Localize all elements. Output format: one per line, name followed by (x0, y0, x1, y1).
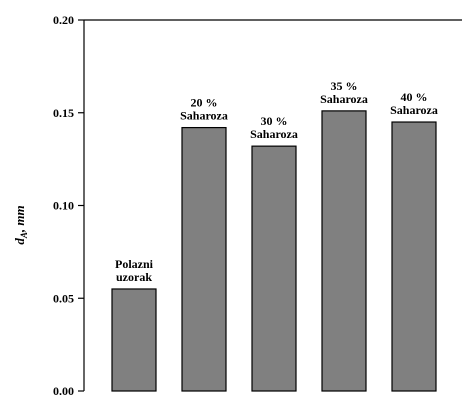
bar-label-line: Saharoza (180, 109, 228, 123)
bar-label: Polazni uzorak (115, 257, 154, 284)
y-tick-label: 0.10 (53, 199, 74, 213)
bar-label-line: uzorak (116, 270, 152, 284)
y-tick-label: 0.15 (53, 106, 74, 120)
bar-label-line: Saharoza (320, 92, 368, 106)
y-ticks: 0.00 0.05 0.10 0.15 0.20 (53, 13, 84, 398)
bar-label-line: 35 % (331, 79, 358, 93)
bar (181, 126, 227, 392)
y-tick-label: 0.20 (53, 13, 74, 27)
y-axis-title-main: d (12, 238, 27, 245)
bar-label-line: 30 % (261, 114, 288, 128)
bar-label: 35 % Saharoza (320, 79, 368, 106)
y-axis-title-sub: A (19, 232, 29, 239)
bars (111, 110, 437, 392)
bar-label: 30 % Saharoza (250, 114, 298, 141)
y-axis-title: dA, mm (12, 205, 29, 244)
bar (111, 288, 157, 392)
y-tick-label: 0.00 (53, 384, 74, 398)
bar-label: 20 % Saharoza (180, 96, 228, 123)
bar (321, 110, 367, 392)
bar-label-line: 40 % (401, 90, 428, 104)
bar-label-line: Saharoza (250, 127, 298, 141)
y-tick-label: 0.05 (53, 291, 74, 305)
bar-label-line: Polazni (115, 257, 154, 271)
bar (251, 145, 297, 392)
y-axis-title-rest: , mm (12, 205, 27, 233)
bar-label-line: 20 % (191, 96, 218, 110)
bar-label: 40 % Saharoza (390, 90, 438, 117)
bar-label-line: Saharoza (390, 103, 438, 117)
bar (391, 121, 437, 392)
